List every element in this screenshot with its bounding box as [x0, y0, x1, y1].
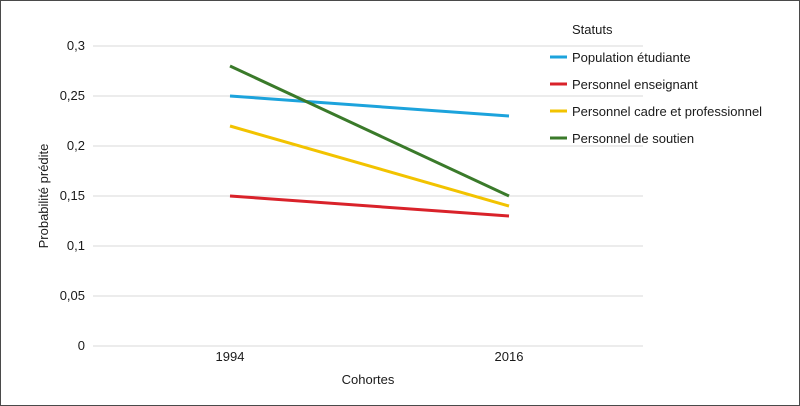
series-line — [229, 94, 510, 118]
legend-title: Statuts — [572, 22, 613, 37]
legend-item-label: Personnel cadre et professionnel — [572, 104, 762, 119]
legend: Statuts Population étudiante Personnel en… — [550, 22, 762, 146]
y-tick-label: 0,25 — [60, 88, 85, 103]
legend-item-label: Personnel enseignant — [572, 77, 698, 92]
series-line — [229, 194, 510, 218]
series-line — [229, 64, 510, 198]
y-tick-label: 0,2 — [67, 138, 85, 153]
y-tick-label: 0 — [78, 338, 85, 353]
y-axis-title: Probabilité prédite — [36, 144, 51, 249]
legend-item-label: Population étudiante — [572, 50, 691, 65]
y-tick-label: 0,3 — [67, 38, 85, 53]
x-axis-title: Cohortes — [342, 372, 395, 387]
y-tick-label: 0,05 — [60, 288, 85, 303]
x-tick-label: 2016 — [495, 349, 524, 364]
y-tick-label: 0,15 — [60, 188, 85, 203]
legend-item-label: Personnel de soutien — [572, 131, 694, 146]
gridlines — [93, 45, 643, 347]
x-tick-labels: 1994 2016 — [216, 349, 524, 364]
series-lines — [229, 64, 510, 218]
x-tick-label: 1994 — [216, 349, 245, 364]
series-line — [229, 124, 510, 208]
y-tick-labels: 0 0,05 0,1 0,15 0,2 0,25 0,3 — [60, 38, 85, 353]
y-tick-label: 0,1 — [67, 238, 85, 253]
